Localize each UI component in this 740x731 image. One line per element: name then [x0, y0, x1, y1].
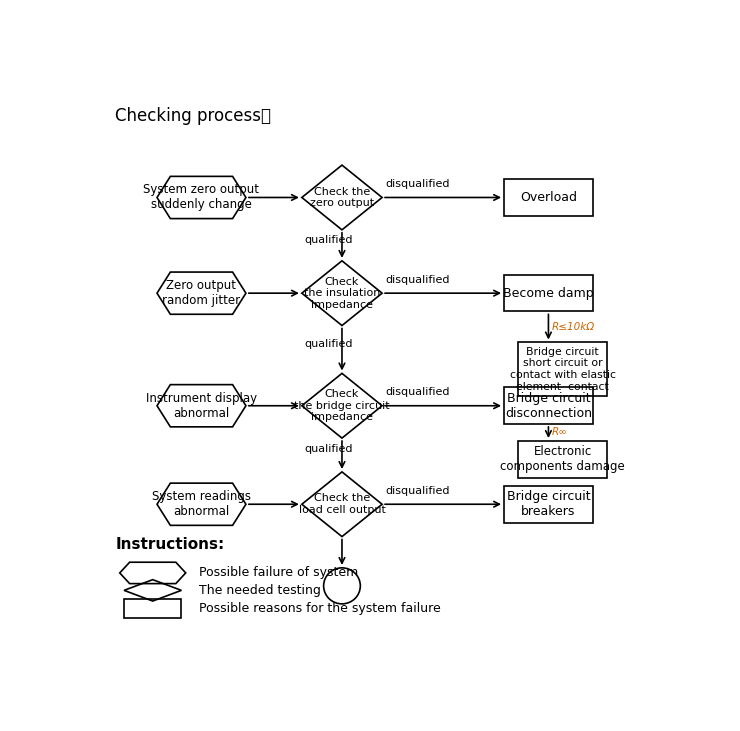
Bar [504, 387, 593, 424]
Text: Zero output
random jitter: Zero output random jitter [162, 279, 240, 307]
Text: Electronic
components damage: Electronic components damage [500, 445, 625, 473]
Text: Check the
zero output: Check the zero output [310, 186, 374, 208]
Text: Become damp: Become damp [503, 287, 593, 300]
Text: Instrument display
abnormal: Instrument display abnormal [146, 392, 257, 420]
Text: Possible failure of system: Possible failure of system [198, 567, 358, 580]
Text: disqualified: disqualified [385, 275, 449, 285]
Text: Bridge circuit
disconnection: Bridge circuit disconnection [505, 392, 592, 420]
Text: Instructions:: Instructions: [115, 537, 225, 552]
Text: Bridge circuit
breakers: Bridge circuit breakers [507, 491, 591, 518]
Text: System zero output
suddenly change: System zero output suddenly change [144, 183, 260, 211]
Text: Check
the bridge circuit
impedance: Check the bridge circuit impedance [295, 389, 390, 423]
Text: Bridge circuit
short circuit or
contact with elastic
element  contact: Bridge circuit short circuit or contact … [510, 346, 616, 392]
Text: Overload: Overload [520, 191, 577, 204]
Bar [504, 275, 593, 311]
Text: qualified: qualified [305, 235, 353, 245]
Bar [124, 599, 181, 618]
Text: The needed testing: The needed testing [198, 584, 320, 597]
Text: disqualified: disqualified [385, 486, 449, 496]
Text: Possible reasons for the system failure: Possible reasons for the system failure [198, 602, 440, 615]
Text: R≤10kΩ: R≤10kΩ [551, 322, 594, 332]
Text: System readings
abnormal: System readings abnormal [152, 491, 251, 518]
Text: qualified: qualified [305, 339, 353, 349]
Text: disqualified: disqualified [385, 387, 449, 398]
Text: disqualified: disqualified [385, 179, 449, 189]
Bar [518, 342, 608, 396]
Bar [504, 179, 593, 216]
Text: R∞: R∞ [551, 428, 567, 437]
Bar [518, 441, 608, 477]
Text: Checking process：: Checking process： [115, 107, 272, 126]
Text: Check the
load cell output: Check the load cell output [298, 493, 386, 515]
Text: Check
the insulation
impedance: Check the insulation impedance [304, 276, 380, 310]
Bar [504, 486, 593, 523]
Text: qualified: qualified [305, 444, 353, 455]
